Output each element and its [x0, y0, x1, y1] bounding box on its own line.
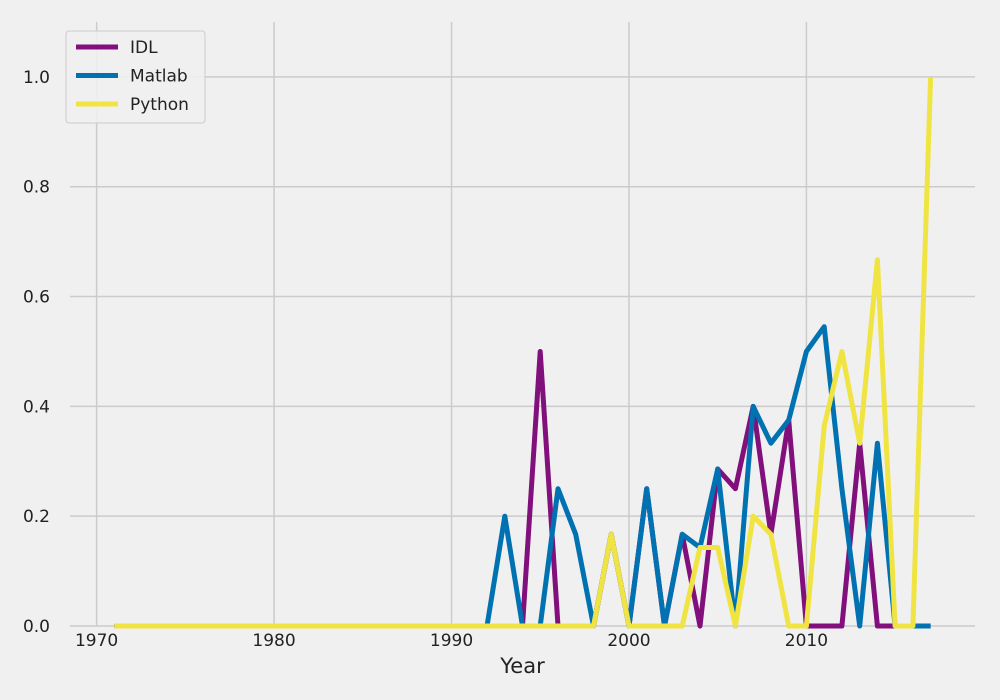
series-line-python — [114, 76, 934, 629]
x-tick-label: 1990 — [430, 631, 473, 651]
y-tick-label: 0.8 — [23, 178, 50, 198]
x-tick-label: 2000 — [607, 631, 650, 651]
y-axis-ticks: 0.0 0.2 0.4 0.6 0.8 1.0 — [23, 68, 50, 637]
x-axis-ticks: 1970 1980 1990 2000 2010 — [75, 631, 828, 651]
y-tick-label: 0.4 — [23, 397, 50, 417]
x-tick-label: 2010 — [785, 631, 828, 651]
x-tick-label: 1970 — [75, 631, 118, 651]
legend-item-idl: IDL — [76, 38, 158, 58]
series-layer — [114, 76, 934, 629]
legend-label: Matlab — [130, 67, 188, 87]
legend-box — [65, 30, 206, 124]
y-tick-label: 0.2 — [23, 507, 50, 527]
legend-label: Python — [130, 95, 189, 115]
y-tick-label: 0.6 — [23, 288, 50, 308]
legend-item-matlab: Matlab — [76, 67, 188, 87]
x-axis-title: Year — [499, 654, 545, 678]
legend: IDL Matlab Python — [65, 30, 206, 124]
y-tick-label: 1.0 — [23, 68, 50, 88]
legend-item-python: Python — [76, 95, 189, 115]
grid-lines — [70, 22, 975, 627]
x-tick-label: 1980 — [252, 631, 295, 651]
legend-label: IDL — [130, 38, 158, 58]
y-tick-label: 0.0 — [23, 617, 50, 637]
